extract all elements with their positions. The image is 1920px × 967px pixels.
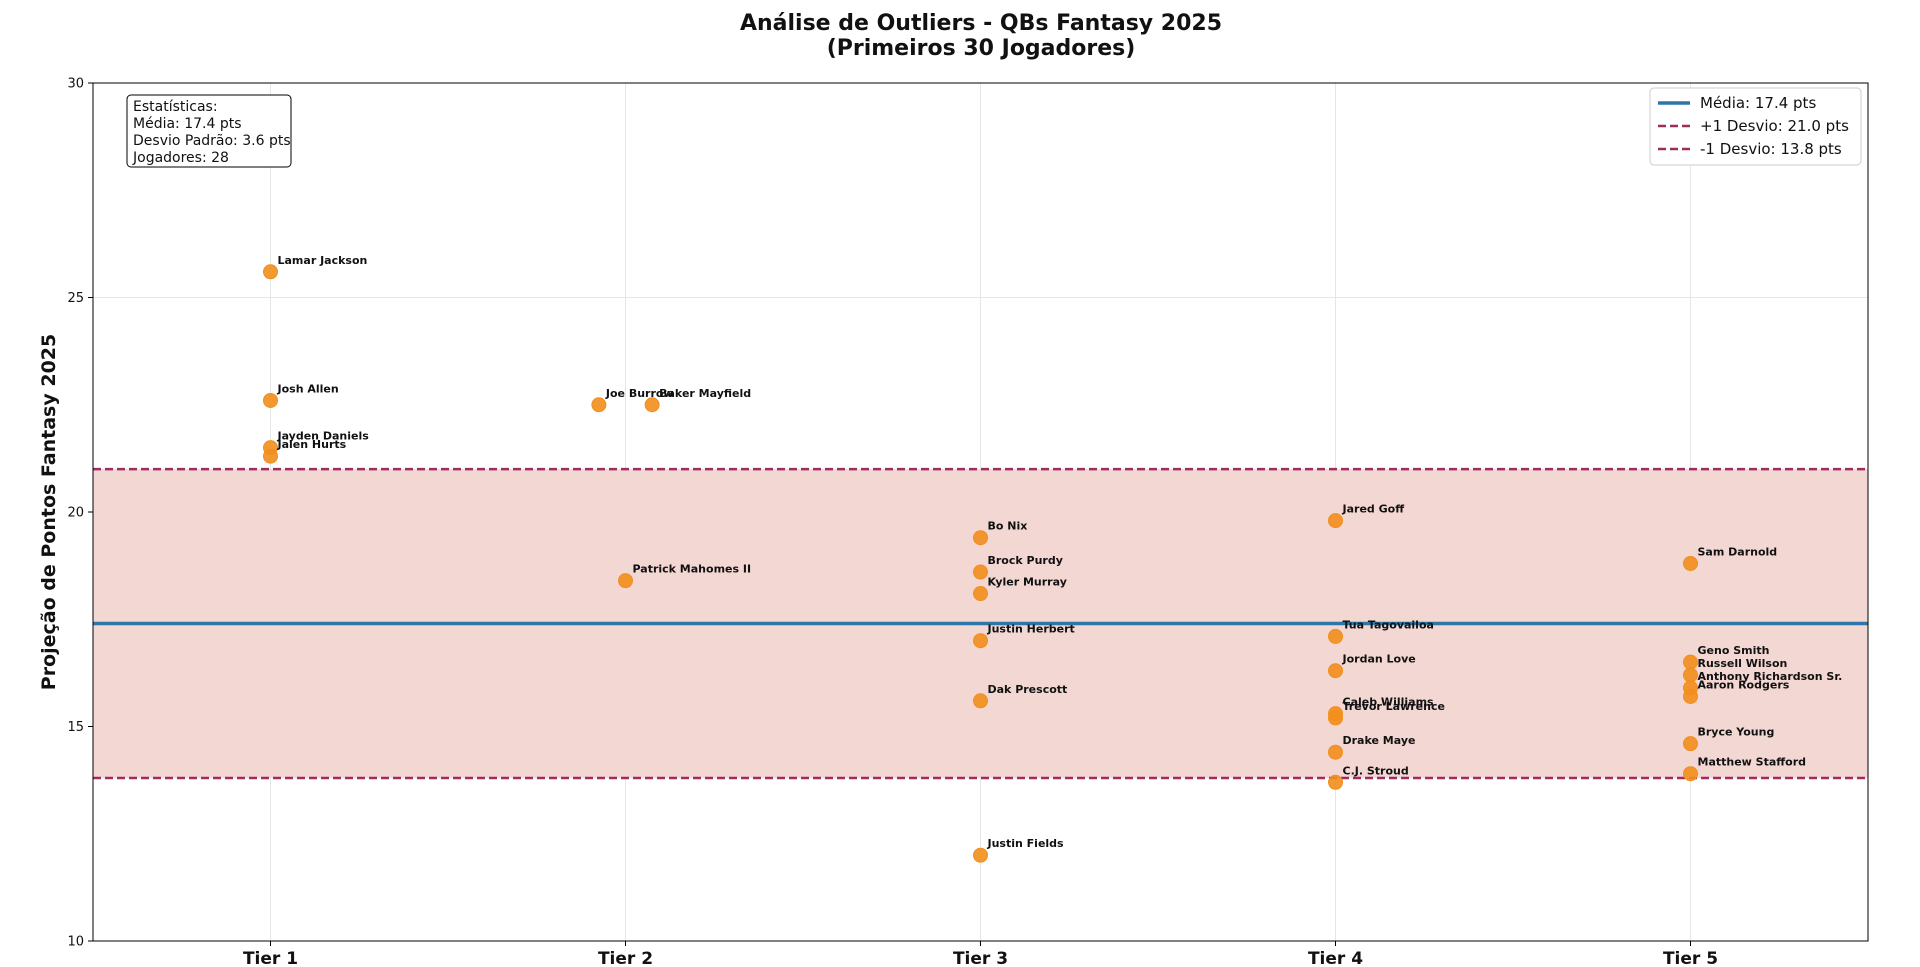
data-point-8 <box>973 564 988 580</box>
y-tick-label-0: 10 <box>67 935 84 950</box>
legend-label-mean: Média: 17.4 pts <box>1700 94 1816 112</box>
data-point-15 <box>1328 663 1343 679</box>
data-point-25 <box>1683 736 1698 752</box>
point-label-6: Patrick Mahomes II <box>633 563 752 576</box>
y-tick-label-4: 30 <box>67 77 84 92</box>
data-point-26 <box>1683 766 1698 782</box>
x-tick-label-3: Tier 4 <box>1308 949 1363 967</box>
point-label-2: Jayden Daniels <box>277 430 370 443</box>
x-tick-label-2: Tier 3 <box>953 949 1008 967</box>
point-label-17: Trevor Lawrence <box>1343 700 1445 713</box>
data-point-0 <box>263 264 278 280</box>
point-label-8: Brock Purdy <box>988 554 1063 567</box>
point-label-3: Jalen Hurts <box>277 438 347 451</box>
data-point-22 <box>1683 667 1698 683</box>
legend-label-plus-std: +1 Desvio: 21.0 pts <box>1700 117 1849 135</box>
data-point-9 <box>973 586 988 602</box>
data-point-12 <box>973 847 988 863</box>
x-tick-label-4: Tier 5 <box>1663 949 1718 967</box>
data-point-18 <box>1328 744 1343 760</box>
x-tick-label-1: Tier 2 <box>598 949 653 967</box>
stats-box-frame <box>126 94 292 168</box>
point-label-0: Lamar Jackson <box>278 254 368 267</box>
stats-box: Estatísticas: Média: 17.4 pts Desvio Pad… <box>126 94 292 168</box>
point-label-25: Bryce Young <box>1698 726 1775 739</box>
chart-title-line-2: (Primeiros 30 Jogadores) <box>827 36 1136 61</box>
legend: Média: 17.4 pts +1 Desvio: 21.0 pts -1 D… <box>1649 87 1862 166</box>
point-label-24: Aaron Rodgers <box>1698 678 1790 691</box>
point-label-10: Justin Herbert <box>987 623 1075 636</box>
data-point-20 <box>1683 555 1698 571</box>
y-tick-label-3: 25 <box>67 291 84 306</box>
point-label-23: Anthony Richardson Sr. <box>1698 670 1843 683</box>
data-point-13 <box>1328 513 1343 529</box>
point-label-5: Baker Mayfield <box>659 387 751 400</box>
point-label-4: Joe Burrow <box>605 387 674 400</box>
point-label-7: Bo Nix <box>988 520 1028 533</box>
point-label-18: Drake Maye <box>1343 734 1416 747</box>
point-label-14: Tua Tagovailoa <box>1343 618 1434 631</box>
data-point-5 <box>644 397 660 413</box>
stats-line-mean: Média: 17.4 pts <box>133 116 242 132</box>
point-label-26: Matthew Stafford <box>1698 756 1807 769</box>
point-label-22: Russell Wilson <box>1698 657 1788 670</box>
data-point-10 <box>973 633 988 649</box>
point-label-20: Sam Darnold <box>1698 545 1778 558</box>
stats-line-heading: Estatísticas: <box>133 99 218 115</box>
point-label-12: Justin Fields <box>987 837 1065 850</box>
legend-label-minus-std: -1 Desvio: 13.8 pts <box>1700 140 1842 158</box>
data-point-3 <box>263 448 278 464</box>
point-label-16: Caleb Williams <box>1343 696 1435 709</box>
data-point-1 <box>263 392 278 408</box>
x-axis-ticks: Tier 1 Tier 2 Tier 3 Tier 4 Tier 5 <box>243 941 1718 967</box>
y-tick-label-1: 15 <box>67 720 84 735</box>
stats-line-count: Jogadores: 28 <box>132 150 229 166</box>
data-point-14 <box>1328 628 1343 644</box>
reference-lines-layer <box>93 467 1868 780</box>
data-point-21 <box>1683 654 1698 670</box>
data-point-19 <box>1328 774 1343 790</box>
point-label-9: Kyler Murray <box>988 576 1067 589</box>
point-label-1: Josh Allen <box>277 382 339 395</box>
data-point-11 <box>973 693 988 709</box>
data-point-4 <box>591 397 607 413</box>
point-label-19: C.J. Stroud <box>1343 764 1409 777</box>
stats-line-std: Desvio Padrão: 3.6 pts <box>133 133 291 149</box>
y-axis-ticks: 10 15 20 25 30 <box>67 77 93 950</box>
x-tick-label-0: Tier 1 <box>243 949 298 967</box>
y-tick-label-2: 20 <box>67 506 84 521</box>
data-point-24 <box>1683 688 1698 704</box>
data-points-layer <box>263 264 1698 863</box>
point-label-11: Dak Prescott <box>988 683 1068 696</box>
data-point-17 <box>1328 710 1343 726</box>
point-label-15: Jordan Love <box>1342 653 1416 666</box>
point-label-21: Geno Smith <box>1698 644 1770 657</box>
data-point-7 <box>973 530 988 546</box>
y-axis-label: Projeção de Pontos Fantasy 2025 <box>38 334 60 690</box>
point-label-13: Jared Goff <box>1342 503 1405 516</box>
chart-title-line-1: Análise de Outliers - QBs Fantasy 2025 <box>740 11 1222 36</box>
data-point-6 <box>618 573 633 589</box>
point-labels-layer: Lamar Jackson Josh Allen Jayden DanielsJal… <box>277 254 1843 850</box>
legend-frame <box>1649 87 1862 166</box>
